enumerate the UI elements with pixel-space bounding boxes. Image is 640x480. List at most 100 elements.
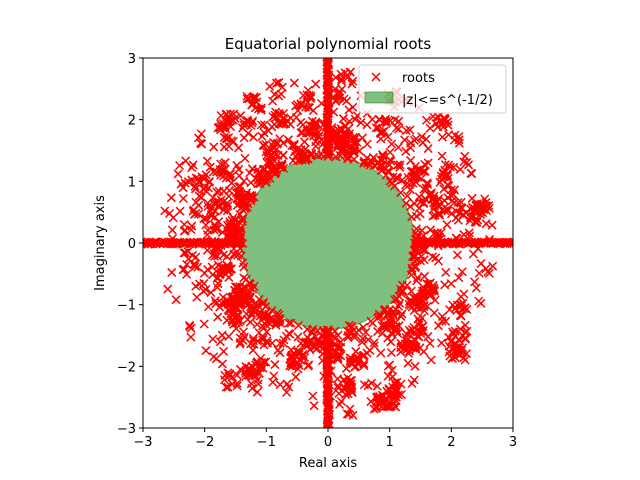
- root-marker: [285, 119, 295, 129]
- root-marker: [311, 141, 321, 151]
- root-marker: [434, 210, 444, 220]
- root-marker: [407, 212, 417, 222]
- chart-title: Equatorial polynomial roots: [225, 35, 432, 53]
- root-marker: [299, 137, 309, 147]
- root-marker: [187, 175, 197, 185]
- root-marker: [248, 132, 259, 142]
- root-marker: [183, 247, 193, 257]
- root-marker: [178, 183, 188, 193]
- root-marker: [225, 223, 235, 233]
- root-marker: [227, 178, 237, 188]
- root-marker: [302, 324, 312, 334]
- root-marker: [246, 120, 256, 131]
- root-marker: [212, 187, 222, 197]
- root-marker: [322, 422, 332, 428]
- root-marker: [248, 284, 258, 294]
- root-marker: [274, 91, 284, 101]
- root-marker: [422, 235, 432, 246]
- root-marker: [285, 361, 295, 371]
- root-marker: [201, 220, 211, 230]
- root-marker: [143, 238, 147, 249]
- root-marker: [296, 338, 306, 348]
- root-marker: [457, 304, 467, 314]
- root-marker: [257, 131, 267, 141]
- root-marker: [237, 285, 247, 295]
- root-marker: [178, 193, 188, 204]
- root-marker: [301, 102, 311, 112]
- root-marker: [380, 322, 390, 332]
- root-marker: [202, 156, 212, 166]
- root-marker: [465, 231, 475, 241]
- root-marker: [409, 335, 419, 345]
- root-marker: [439, 168, 449, 178]
- root-marker: [407, 263, 417, 273]
- root-marker: [455, 164, 465, 174]
- root-marker: [410, 293, 420, 303]
- legend-circle-swatch: [364, 91, 394, 104]
- root-marker: [303, 102, 313, 112]
- root-marker: [401, 126, 411, 136]
- root-marker: [240, 366, 250, 376]
- root-marker: [419, 231, 429, 241]
- root-marker: [269, 371, 279, 381]
- root-marker: [232, 370, 242, 380]
- root-marker: [426, 190, 436, 200]
- root-marker: [239, 273, 249, 283]
- root-marker: [311, 150, 321, 160]
- root-marker: [212, 224, 222, 234]
- root-marker: [248, 98, 258, 108]
- root-marker: [374, 397, 384, 407]
- root-marker: [323, 58, 333, 65]
- root-marker: [459, 230, 469, 240]
- x-tick-label: −1: [257, 435, 276, 450]
- root-marker: [345, 404, 355, 414]
- root-marker: [335, 399, 345, 409]
- root-marker: [429, 229, 439, 239]
- root-marker: [303, 85, 313, 95]
- root-marker: [262, 327, 272, 337]
- root-marker: [417, 225, 427, 235]
- root-marker: [237, 213, 247, 223]
- root-marker: [213, 279, 223, 289]
- root-marker: [456, 292, 466, 302]
- root-marker: [354, 325, 364, 335]
- root-marker: [199, 214, 209, 224]
- root-marker: [401, 146, 411, 156]
- root-marker: [423, 179, 433, 189]
- root-marker: [442, 220, 452, 230]
- root-marker: [224, 331, 234, 341]
- root-marker: [507, 237, 513, 247]
- root-marker: [388, 372, 398, 382]
- root-marker: [335, 150, 345, 160]
- root-marker: [221, 382, 231, 392]
- root-marker: [462, 157, 472, 168]
- root-marker: [208, 334, 218, 344]
- root-marker: [333, 381, 343, 391]
- root-marker: [433, 235, 443, 245]
- root-marker: [186, 332, 196, 342]
- root-marker: [143, 238, 149, 248]
- root-marker: [417, 132, 427, 142]
- root-marker: [182, 259, 192, 269]
- root-marker: [467, 169, 477, 179]
- root-marker: [239, 327, 249, 337]
- root-marker: [336, 76, 346, 86]
- root-marker: [433, 321, 444, 331]
- root-marker: [295, 347, 305, 357]
- root-marker: [214, 186, 224, 196]
- root-marker: [393, 328, 403, 338]
- root-marker: [356, 118, 366, 128]
- root-marker: [413, 314, 423, 324]
- root-marker: [203, 183, 213, 193]
- root-marker: [258, 297, 269, 307]
- root-marker: [268, 96, 278, 106]
- root-marker: [290, 351, 300, 361]
- root-marker: [426, 355, 436, 365]
- root-marker: [239, 118, 249, 128]
- root-marker: [390, 295, 400, 305]
- root-marker: [348, 102, 358, 112]
- root-marker: [301, 128, 311, 138]
- root-marker: [202, 245, 212, 255]
- root-marker: [443, 120, 453, 130]
- root-marker: [468, 212, 478, 222]
